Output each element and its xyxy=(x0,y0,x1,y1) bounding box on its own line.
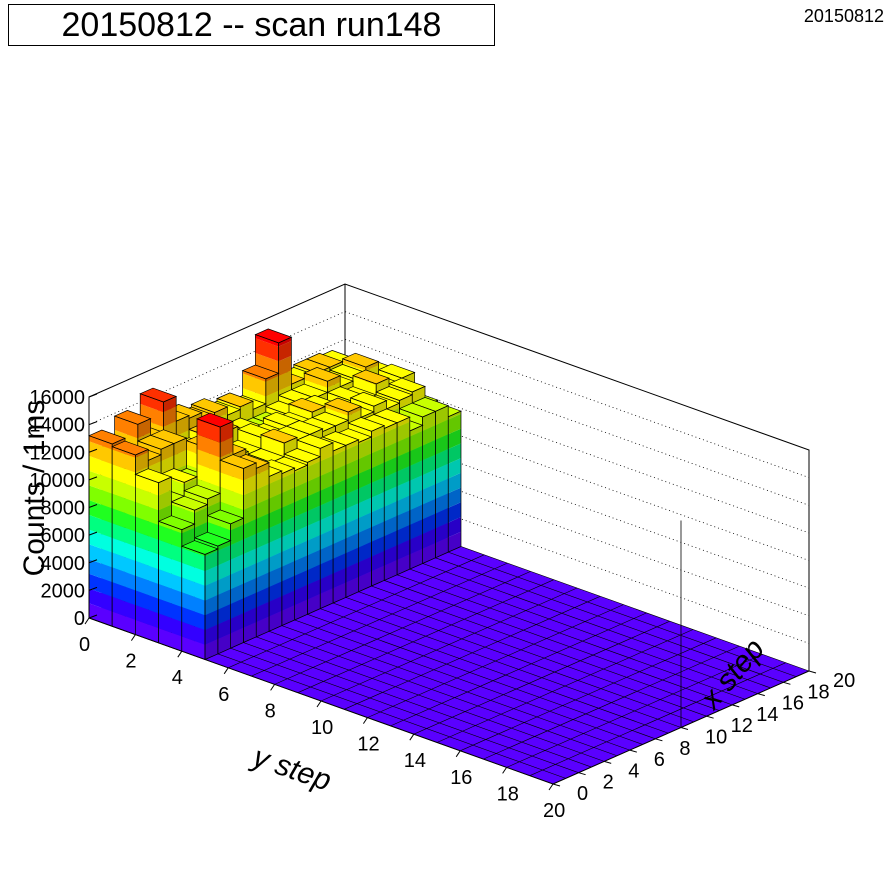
x-tick xyxy=(706,715,714,719)
floor-grid-line xyxy=(390,612,647,727)
z-tick xyxy=(88,393,98,398)
y-tick xyxy=(548,783,554,791)
floor-grid-line xyxy=(297,579,554,693)
z-tick-label: 14000 xyxy=(29,415,85,437)
x-tick-label: 18 xyxy=(807,681,829,703)
z-tick-label: 4000 xyxy=(41,553,86,575)
floor-grid-line xyxy=(367,604,624,718)
date-label: 20150812 xyxy=(803,6,884,26)
y-tick-label: 16 xyxy=(450,767,472,789)
y-tick xyxy=(270,684,276,691)
z-tick xyxy=(88,448,98,453)
x-tick-label: 10 xyxy=(705,727,727,749)
z-tick-label: 16000 xyxy=(29,387,85,409)
grid-line xyxy=(88,394,810,561)
y-tick xyxy=(177,650,183,658)
z-tick xyxy=(88,614,98,619)
y-tick-label: 20 xyxy=(543,800,565,822)
y-tick-label: 8 xyxy=(265,700,276,722)
y-tick xyxy=(316,700,322,708)
x-tick xyxy=(655,738,663,742)
grid-line xyxy=(88,421,810,589)
y-tick-label: 14 xyxy=(404,750,426,772)
x-tick xyxy=(578,772,586,776)
x-tick xyxy=(552,783,561,787)
x-tick xyxy=(629,749,637,753)
floor-grid-line xyxy=(228,554,485,669)
y-tick xyxy=(84,617,90,625)
z-tick-label: 6000 xyxy=(41,525,86,547)
floor-grid-line xyxy=(483,645,740,760)
y-tick xyxy=(130,634,136,641)
grid-line xyxy=(88,449,810,617)
x-tick xyxy=(604,760,612,764)
chart-title: 20150812 -- scan run148 xyxy=(8,4,495,46)
y-tick-label: 18 xyxy=(497,783,519,805)
floor-grid-line xyxy=(274,571,531,685)
z-tick xyxy=(88,531,98,536)
z-tick xyxy=(88,586,98,591)
y-tick xyxy=(502,767,508,774)
floor-grid-line xyxy=(436,629,694,743)
y-tick xyxy=(455,750,461,758)
grid-line xyxy=(88,476,810,644)
z-axis-title: Counts / 1ms xyxy=(18,400,51,577)
floor-grid-line xyxy=(251,562,508,677)
y-tick-label: 10 xyxy=(311,717,333,739)
z-tick-label: 12000 xyxy=(29,442,85,464)
y-tick xyxy=(362,717,368,724)
y-tick-label: 6 xyxy=(218,684,229,706)
x-tick-label: 14 xyxy=(756,704,778,726)
y-tick-label: 2 xyxy=(125,651,136,673)
x-tick xyxy=(757,693,765,697)
x-tick-label: 2 xyxy=(603,772,614,794)
y-tick xyxy=(223,667,229,675)
floor-grid-line xyxy=(320,587,578,702)
z-tick-label: 2000 xyxy=(41,580,86,602)
grid-line xyxy=(88,338,810,506)
x-tick-label: 6 xyxy=(654,749,665,771)
y-tick-label: 12 xyxy=(357,734,379,756)
x-tick-label: 8 xyxy=(679,738,690,760)
z-tick xyxy=(88,476,98,481)
x-tick-label: 20 xyxy=(833,670,855,692)
x-tick-label: 12 xyxy=(731,715,753,737)
bar xyxy=(180,540,219,661)
bars-layer xyxy=(88,328,462,661)
x-tick-label: 0 xyxy=(577,783,588,805)
y-tick-label: 0 xyxy=(79,634,90,656)
y-tick-label: 4 xyxy=(172,667,183,689)
x-tick-label: 4 xyxy=(628,760,639,782)
grid-line xyxy=(88,366,810,534)
y-axis-title: y step xyxy=(247,740,335,798)
x-tick xyxy=(732,704,740,708)
z-tick xyxy=(88,504,98,508)
x-tick xyxy=(808,670,817,674)
y-tick xyxy=(409,733,415,741)
axis-labels: 0200040006000800010000120001400016000024… xyxy=(18,387,855,822)
floor-grid-line xyxy=(344,596,601,710)
x-tick xyxy=(783,681,791,685)
z-tick xyxy=(88,421,98,426)
floor-grid-line xyxy=(529,662,786,776)
floor-grid-line xyxy=(460,637,717,752)
x-tick xyxy=(680,727,689,730)
x-tick-label: 16 xyxy=(782,693,804,715)
grid-line xyxy=(88,311,810,478)
floor-grid-line xyxy=(506,654,763,768)
z-tick-label: 0 xyxy=(74,608,85,630)
z-tick-label: 10000 xyxy=(29,470,85,492)
z-tick xyxy=(88,559,98,564)
z-tick-label: 8000 xyxy=(41,498,86,520)
floor-grid-line xyxy=(413,620,670,735)
